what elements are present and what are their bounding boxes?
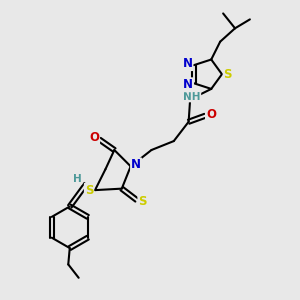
Text: S: S [138,195,147,208]
Text: NH: NH [183,92,200,101]
Text: O: O [89,131,99,144]
Text: O: O [206,108,216,121]
Text: H: H [73,174,82,184]
Text: N: N [183,78,193,91]
Text: N: N [182,57,192,70]
Text: N: N [131,158,141,171]
Text: S: S [224,68,232,81]
Text: S: S [85,184,93,196]
